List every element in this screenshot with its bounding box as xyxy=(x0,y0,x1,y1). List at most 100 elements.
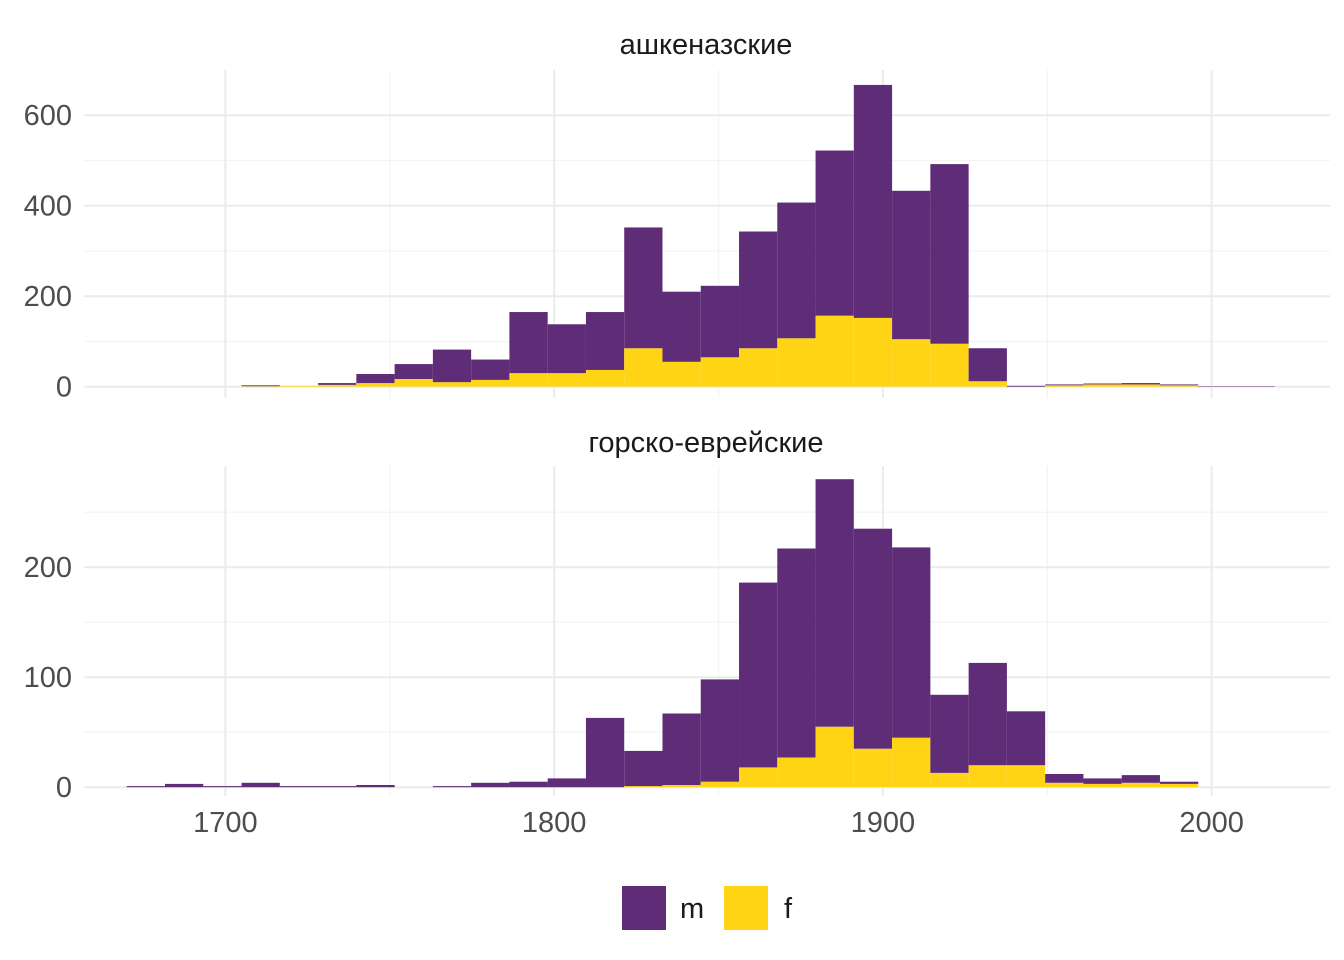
x-tick-label: 2000 xyxy=(1179,807,1244,839)
y-tick-label: 0 xyxy=(56,772,72,804)
bar-f xyxy=(777,757,816,788)
bar-f xyxy=(356,383,395,387)
bar-m xyxy=(1083,778,1122,784)
bar-f xyxy=(892,737,931,788)
bar-f xyxy=(892,339,931,387)
y-tick-label: 100 xyxy=(24,662,72,694)
bar-f xyxy=(318,384,357,387)
panel-title-0: ашкеназские xyxy=(620,29,793,61)
bar-m xyxy=(203,786,242,788)
bar-m xyxy=(968,662,1007,766)
y-tick-label: 0 xyxy=(56,372,72,404)
bar-f xyxy=(547,373,586,387)
bar-f xyxy=(1045,385,1084,387)
bar-m xyxy=(624,227,663,349)
bar-f xyxy=(279,385,319,387)
bar-f xyxy=(700,357,740,387)
bar-m xyxy=(930,164,969,344)
bar-m xyxy=(1045,774,1084,783)
bar-m xyxy=(241,782,280,788)
bar-m xyxy=(815,479,854,727)
bar-f xyxy=(624,348,663,387)
bar-f xyxy=(471,379,510,387)
bar-m xyxy=(853,84,893,318)
bar-f xyxy=(739,348,778,387)
bar-m xyxy=(547,324,586,374)
bar-m xyxy=(624,750,663,787)
bar-f xyxy=(815,315,854,387)
bar-m xyxy=(700,285,740,358)
bar-m xyxy=(892,547,931,738)
bar-m xyxy=(968,348,1007,382)
bar-m xyxy=(279,786,319,788)
bar-f xyxy=(1159,783,1199,788)
bar-f xyxy=(700,781,740,788)
bar-f xyxy=(815,726,854,788)
legend-label-m: m xyxy=(680,893,704,925)
bar-f xyxy=(930,343,969,387)
bar-m xyxy=(509,312,548,374)
bar-m xyxy=(1121,383,1160,385)
bar-m xyxy=(1006,385,1046,387)
panel-title-1: горско-еврейские xyxy=(588,427,823,459)
bar-m xyxy=(1045,384,1084,386)
bar-f xyxy=(432,382,472,387)
bar-m xyxy=(241,385,280,387)
bar-m xyxy=(547,778,586,788)
bar-m xyxy=(1083,383,1122,385)
bar-m xyxy=(126,786,166,788)
bar-f xyxy=(1159,385,1199,387)
x-tick-label: 1900 xyxy=(851,807,916,839)
bar-f xyxy=(853,748,893,788)
legend: m f xyxy=(622,886,793,930)
bar-f xyxy=(662,785,701,788)
bar-m xyxy=(318,383,357,385)
bar-m xyxy=(471,782,510,788)
bar-m xyxy=(662,713,701,785)
y-tick-label: 200 xyxy=(24,552,72,584)
bar-m xyxy=(1159,781,1199,784)
y-tick-label: 200 xyxy=(24,281,72,313)
bar-m xyxy=(777,548,816,758)
legend-label-f: f xyxy=(784,893,793,925)
bar-m xyxy=(165,783,204,788)
bar-m xyxy=(1159,384,1199,386)
bar-m xyxy=(1121,775,1160,783)
bar-f xyxy=(1121,384,1160,387)
x-axis: 1700 1800 1900 2000 xyxy=(193,807,1244,839)
bar-f xyxy=(968,765,1007,788)
bar-f xyxy=(777,338,816,387)
bar-m xyxy=(777,202,816,339)
bar-m xyxy=(356,785,395,788)
bar-f xyxy=(1121,782,1160,788)
bar-f xyxy=(585,369,625,387)
bar-m xyxy=(853,528,893,749)
bar-m xyxy=(739,231,778,349)
bar-m xyxy=(585,312,625,370)
bar-m xyxy=(815,150,854,316)
bar-m xyxy=(394,364,433,379)
bar-m xyxy=(318,786,357,788)
bar-m xyxy=(432,786,472,788)
bar-m xyxy=(432,349,472,383)
y-tick-label: 600 xyxy=(24,100,72,132)
bar-f xyxy=(930,772,969,788)
bar-m xyxy=(509,781,548,788)
legend-swatch-f xyxy=(724,886,768,930)
x-tick-label: 1700 xyxy=(193,807,258,839)
bar-m xyxy=(930,694,969,773)
legend-swatch-m xyxy=(622,886,666,930)
bar-m xyxy=(662,291,701,362)
bar-f xyxy=(624,786,663,788)
panel-1: 0 100 200 xyxy=(24,466,1330,804)
bar-m xyxy=(356,374,395,384)
bar-m xyxy=(700,679,740,782)
bar-m xyxy=(1006,711,1046,766)
bar-f xyxy=(662,361,701,387)
panel-0: 0 200 400 600 xyxy=(24,70,1330,404)
x-tick-label: 1800 xyxy=(522,807,587,839)
bar-f xyxy=(853,317,893,387)
bar-f xyxy=(509,373,548,387)
y-tick-label: 400 xyxy=(24,191,72,223)
